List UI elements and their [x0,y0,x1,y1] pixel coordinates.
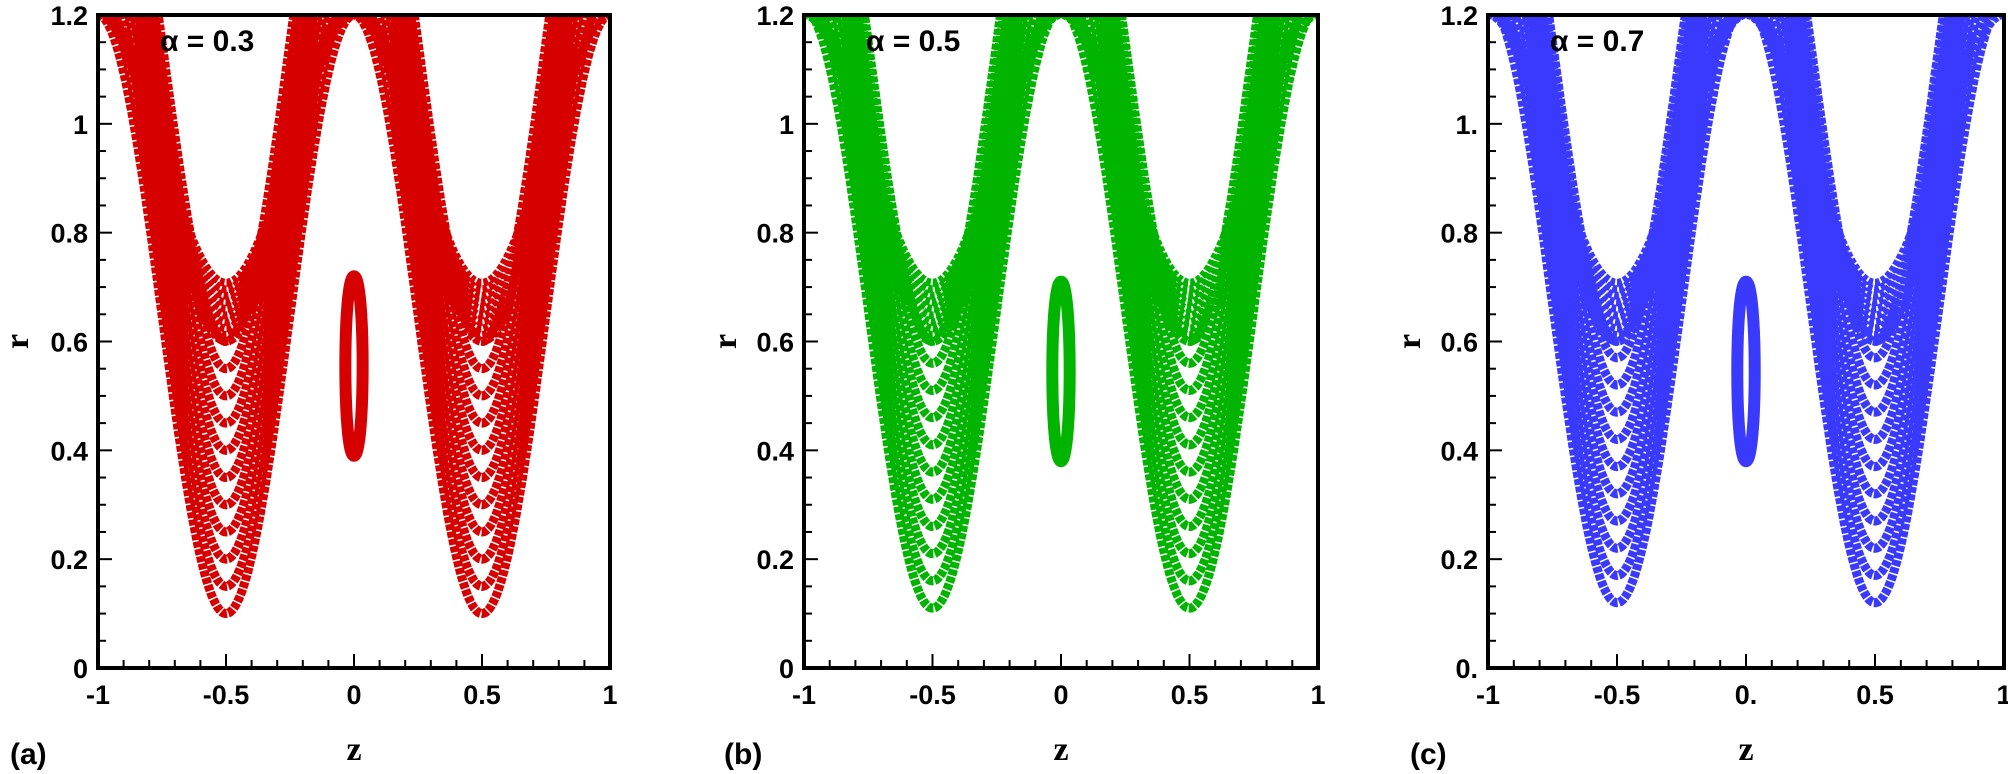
panel-a-streamline-11 [153,15,555,347]
panel-a-central-loop [339,270,369,462]
panel-a-y-tick-label: 0.6 [50,328,88,358]
panel-a-x-axis-title: z [346,731,361,768]
panel-b-ticks: -1 -0.5 0 0.5 1 0 0.2 0.4 0.6 0.8 1 1.2 [756,1,1325,710]
panel-b-y-tick-label: 0.2 [756,545,794,575]
panel-c-x-tick-label: 1 [1996,680,2008,710]
panel-c-ticks: -1 -0.5 0. 0.5 1 0. 0.2 0.4 0.6 0.8 1. 1.2 [1440,1,2008,710]
panel-b-streamlines [804,15,1318,613]
panel-b: -1 -0.5 0 0.5 1 0 0.2 0.4 0.6 0.8 1 1.2 α = 0.5 z r… [707,1,1326,771]
panel-b-y-axis-title: r [707,334,744,349]
panel-b-x-tick-label: 1 [1310,680,1325,710]
panel-c-central-loop [1731,275,1761,468]
panel-b-y-tick-label: 1.2 [756,1,794,31]
panel-a-y-tick-label: 0.8 [50,219,88,249]
panel-a-y-tick-label: 1.2 [50,1,88,31]
panel-c-x-tick-label: -1 [1476,680,1500,710]
panel-b-y-tick-label: 1 [779,110,794,140]
panel-a-y-tick-label: 0 [73,654,88,684]
panel-a-x-tick-label: 0 [346,680,361,710]
panel-b-letter: (b) [724,738,762,771]
panel-a-y-tick-label: 0.2 [50,545,88,575]
panel-c-streamlines [1488,15,2004,608]
panel-a-y-tick-label: 0.4 [50,436,88,466]
panel-c-y-tick-label: 0.8 [1440,219,1478,249]
panel-b-y-tick-label: 0.4 [756,436,794,466]
panel-c-x-axis-title: z [1738,731,1753,768]
panel-b-streamline-11 [859,15,1263,347]
panel-c-x-tick-label: 0. [1735,680,1758,710]
panel-c-letter: (c) [1410,738,1447,771]
panel-b-x-axis-title: z [1053,731,1068,768]
panel-b-y-tick-label: 0 [779,654,794,684]
panel-a-alpha-label: α = 0.3 [160,25,254,58]
panel-a-letter: (a) [10,738,47,771]
panel-a-x-tick-label: -0.5 [203,680,250,710]
panel-c-y-tick-label: 0.2 [1440,545,1478,575]
panel-b-upper-streamline-10 [814,15,1308,287]
panel-b-central-loop [1046,275,1076,468]
panel-c: -1 -0.5 0. 0.5 10.0.20.40.60.81.1.2 α = 0.7 … [1391,1,2008,771]
panel-a-x-tick-label: 0.5 [463,680,501,710]
panel-c-y-tick-label: 0. [1455,654,1478,684]
panel-a-y-axis-title: r [0,334,36,349]
panel-a: -1 -0.5 0 0.5 1 0 0.2 0.4 0.6 0.8 1 1.2 α = 0.3 z r… [0,1,618,771]
panel-c-y-axis-title: r [1391,334,1428,349]
panel-b-x-tick-label: -1 [792,680,816,710]
panel-c-y-tick-label: 1.2 [1440,1,1478,31]
panel-a-x-tick-label: -1 [86,680,110,710]
panel-c-y-tick-label: 0.4 [1440,436,1478,466]
panel-b-y-tick-label: 0.6 [756,328,794,358]
panel-c-x-tick-label: -0.5 [1594,680,1641,710]
panel-c-y-tick-label: 1. [1455,110,1478,140]
panel-c-upper-streamline-10 [1498,15,1994,287]
panel-a-y-tick-label: 1 [73,110,88,140]
panel-a-streamlines [98,15,610,619]
panel-c-alpha-label: α = 0.7 [1550,25,1644,58]
panel-b-alpha-label: α = 0.5 [866,25,960,58]
panel-b-x-tick-label: -0.5 [909,680,956,710]
panel-a-ticks: -1 -0.5 0 0.5 1 0 0.2 0.4 0.6 0.8 1 1.2 [50,1,617,710]
panel-c-y-tick-label: 0.6 [1440,328,1478,358]
panel-b-x-tick-label: 0.5 [1171,680,1209,710]
panel-a-x-tick-label: 1 [602,680,617,710]
panel-c-streamline-11 [1544,15,1948,347]
panel-b-y-tick-label: 0.8 [756,219,794,249]
panel-c-x-tick-label: 0.5 [1856,680,1894,710]
panel-b-x-tick-label: 0 [1053,680,1068,710]
